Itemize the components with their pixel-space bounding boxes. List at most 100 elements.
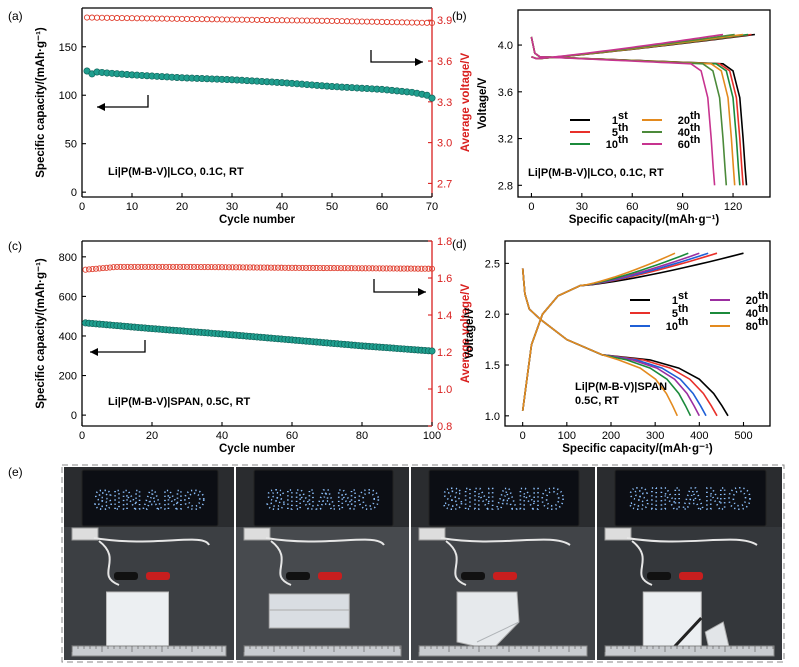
voltage-point	[204, 264, 212, 271]
x-axis-title: Specific capacity/(mAh·g⁻¹)	[562, 443, 713, 455]
voltage-point	[118, 14, 126, 22]
voltage-point	[268, 17, 276, 24]
arrow-to-left-axis	[97, 95, 149, 108]
voltage-point	[194, 263, 201, 271]
voltage-point	[288, 17, 296, 24]
voltage-point	[316, 264, 324, 272]
voltage-point	[96, 265, 103, 272]
voltage-point	[309, 264, 317, 272]
voltage-point	[341, 265, 348, 272]
chart-annotation: Li|P(M-B-V)|LCO, 0.1C, RT	[528, 167, 664, 179]
voltage-point	[110, 264, 117, 271]
voltage-point	[355, 265, 362, 272]
y2-tick-label: 1.6	[437, 273, 452, 285]
legend-label-suffix: st	[678, 290, 688, 302]
y-tick-label: 50	[65, 139, 77, 151]
cut-line	[672, 616, 703, 650]
legend-label: 80	[746, 321, 758, 333]
panel-a: (a) 0 10 20 30 40 50 60 70 0 50 100 150 2.7 3.0 3.3 3.6 3…	[8, 7, 472, 226]
voltage-point	[131, 263, 138, 270]
x-tick-label: 0	[79, 201, 85, 213]
voltage-point	[188, 15, 196, 23]
steel-ruler	[604, 645, 775, 657]
voltage-point	[88, 14, 96, 21]
y2-tick-label: 0.8	[437, 421, 452, 433]
voltage-point	[233, 16, 241, 23]
x-tick-label: 120	[724, 201, 742, 213]
white-cable-2	[98, 540, 120, 586]
legend-label: 1	[672, 295, 678, 307]
x-tick-label: 100	[558, 430, 576, 442]
voltage-point	[285, 264, 292, 271]
legend-label-suffix: th	[690, 110, 701, 122]
legend-label-suffix: th	[618, 134, 629, 146]
voltage-point	[152, 263, 159, 270]
voltage-point	[413, 19, 421, 26]
voltage-point	[248, 16, 256, 23]
plot-frame	[517, 9, 771, 198]
photo-folded: SINANO	[236, 467, 409, 660]
photo-bent: SINANO	[411, 467, 595, 660]
voltage-point	[278, 17, 286, 24]
voltage-point	[348, 18, 356, 25]
y2-tick-label: 3.9	[437, 15, 452, 27]
pouch-cell	[268, 593, 350, 629]
voltage-point	[423, 19, 431, 26]
legend-label: 40	[678, 127, 690, 139]
x-tick-label: 50	[326, 201, 338, 213]
voltage-point	[169, 263, 177, 270]
voltage-point	[351, 265, 359, 272]
voltage-point	[117, 263, 124, 270]
voltage-point	[225, 264, 233, 271]
voltage-point	[155, 263, 163, 270]
voltage-point	[320, 264, 327, 272]
voltage-point	[123, 15, 131, 22]
voltage-point	[353, 18, 361, 25]
y-tick-label: 150	[59, 42, 77, 54]
bend-line	[476, 621, 520, 643]
y-tick-label: 1.0	[485, 411, 500, 423]
x-tick-label: 20	[146, 430, 158, 442]
y-axis-title: Specific capacity/(mAh·g⁻¹)	[35, 258, 47, 409]
voltage-point	[180, 263, 187, 270]
voltage-point	[228, 16, 236, 23]
voltage-point	[253, 16, 261, 23]
voltage-point	[425, 265, 432, 272]
x-tick-label: 20	[176, 201, 188, 213]
voltage-point	[133, 15, 141, 22]
x-tick-label: 10	[126, 201, 138, 213]
x-tick-label: 40	[216, 430, 228, 442]
x-tick-label: 0	[520, 430, 526, 442]
voltage-point	[271, 264, 278, 271]
voltage-point	[386, 265, 394, 272]
voltage-point	[278, 264, 285, 271]
voltage-point	[368, 18, 376, 25]
voltage-point	[198, 16, 206, 23]
voltage-point	[83, 14, 91, 21]
voltage-point	[253, 264, 261, 271]
voltage-point	[148, 263, 156, 270]
voltage-point	[190, 263, 198, 271]
voltage-point	[378, 18, 386, 25]
voltage-point	[400, 265, 408, 272]
voltage-point	[82, 266, 89, 273]
voltage-point	[362, 265, 369, 272]
voltage-point	[243, 264, 250, 271]
voltage-point	[113, 263, 121, 270]
y2-tick-label: 3.6	[437, 56, 452, 68]
voltage-point	[288, 264, 296, 271]
voltage-point	[246, 264, 254, 271]
x-tick-label: 90	[677, 201, 689, 213]
voltage-point	[211, 264, 219, 271]
voltage-point	[250, 264, 257, 271]
arrow-to-right-axis	[373, 279, 426, 293]
x-axis-title: Cycle number	[219, 443, 296, 455]
voltage-point	[328, 17, 336, 24]
led-sign-board	[428, 469, 580, 527]
legend-label-suffix: th	[678, 303, 689, 315]
voltage-point	[92, 265, 100, 272]
voltage-point	[337, 265, 345, 272]
voltage-point	[197, 263, 205, 271]
voltage-point	[193, 16, 201, 23]
x-tick-label: 60	[376, 201, 388, 213]
